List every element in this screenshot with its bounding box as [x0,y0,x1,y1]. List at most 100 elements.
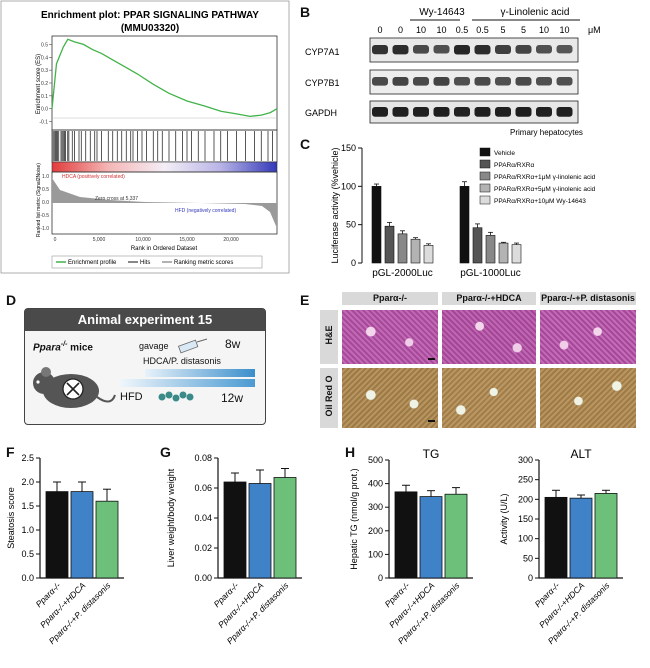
histology-row-label-he-bg: H&E [320,310,338,364]
histology-col-label-2: Pparα-/-+HDCA [442,292,536,305]
gsea-title-line1: Enrichment plot: PPAR SIGNALING PATHWAY [41,10,259,21]
es-tick-label: 0.0 [41,107,48,113]
blot-band [474,77,491,86]
luciferase-bar [459,186,470,264]
scale-bar-he [428,358,435,360]
luciferase-bar [423,245,434,264]
blot-band [556,77,573,86]
blot-band [413,107,429,117]
he-image-2 [442,310,536,364]
lane-concentration-label: 10 [559,25,569,35]
legend-ranking-metric: Ranking metric scores [174,260,233,266]
lane-concentration-label: 10 [436,25,446,35]
G-bar [273,477,297,579]
blot-band [392,77,409,86]
y-tick-label: 0.0 [21,573,34,583]
he-image-1 [342,310,438,364]
H2-bar [544,496,568,579]
es-tick-label: 0.1 [41,94,48,100]
rank-tick-label: -0.5 [40,213,49,219]
legend-entry: Vehicle [494,150,515,157]
H2-ylabel: Activity (U/L) [499,493,509,544]
legend-entry: PPARα/RXRα+10μM Wy-14643 [494,198,586,205]
H2-bar [594,493,618,579]
panel-label-f: F [6,444,15,460]
blot-band [433,107,450,117]
histology-panel: Pparα-/- Pparα-/-+HDCA Pparα-/-+P. dista… [318,292,646,432]
negative-correlation-label: HFD (negatively correlated) [175,208,236,214]
treatment-timeline-bar [145,369,255,377]
y-tick-label: 2.5 [21,453,34,463]
blot-band [556,107,573,117]
week-12-label: 12w [221,391,244,405]
band-label-cyp7a1: CYP7A1 [305,47,340,57]
H1-ylabel: Hepatic TG (nmol/g prot.) [349,468,359,569]
blot-band [413,45,429,54]
y-tick-label: 300 [368,502,383,512]
H1-bar [394,491,418,579]
legend-enrichment-profile: Enrichment profile [68,260,117,266]
blot-band [515,77,532,86]
y-tick-label: 150 [341,143,356,153]
band-label-gapdh: GAPDH [305,108,337,118]
H1-bar [419,496,443,579]
blot-band [454,107,470,117]
y-tick-label: 0.5 [21,549,34,559]
blot-band [454,45,470,55]
scale-bar-oro [428,420,435,422]
gla-group-label: γ-Linolenic acid [501,7,570,18]
es-tick-label: 0.2 [41,81,48,87]
positive-correlation-label: HDCA (positively correlated) [62,174,125,180]
luciferase-bar [472,227,483,264]
F-bar [95,500,119,579]
gsea-legend [51,255,263,269]
y-tick-label: 300 [518,455,533,465]
es-tick-label: 0.5 [41,42,48,48]
rank-tick-label: 0.0 [42,200,49,206]
gsea-xlabel: Rank in Ordered Dataset [131,246,198,252]
histology-row-label-oro: Oil Red O [324,375,334,417]
legend-entry: PPARα/RXRα+5μM γ-linolenic acid [494,186,596,193]
hfd-label: HFD [120,391,143,403]
oil-red-o-image-1 [342,368,438,428]
G-bar [248,483,272,579]
G-bar [223,481,247,579]
luciferase-bar [410,238,421,264]
zero-cross-label: Zero cross at 5,337 [95,196,138,202]
luciferase-category-label: pGL-1000Luc [460,268,521,279]
y-tick-label: 50 [523,553,533,563]
rank-tick-label: -1.0 [40,226,49,232]
legend-hits: Hits [140,260,150,266]
luciferase-bar [397,233,408,264]
rank-tick-label: 0.5 [42,187,49,193]
treatment-label: HDCA/P. distasonis [143,356,221,366]
F-ylabel: Steatosis score [6,487,16,549]
y-tick-label: 0 [351,258,356,268]
y-tick-label: 400 [368,479,383,489]
pellets-icon [158,391,194,402]
blot-band [474,45,491,55]
legend-entry: PPARα/RXRα [494,162,535,169]
luciferase-category-label: pGL-2000Luc [372,268,433,279]
blot-band [392,107,409,117]
hfd-timeline-bar [120,379,255,387]
histology-row-label-oro-bg: Oil Red O [320,368,338,428]
gsea-title-line2: (MMU03320) [121,23,179,34]
es-ylabel: Enrichment score (ES) [36,54,42,114]
F-bar [70,491,94,579]
rank-tick-label: 1.0 [42,174,49,180]
enrichment-profile-curve [51,38,278,118]
blot-band [372,45,388,55]
lane-concentration-label: 0.5 [456,25,469,35]
blot-band [372,107,388,117]
blot-caption: Primary hepatocytes [510,128,583,137]
syringe-icon [178,338,208,354]
H1-bar [444,493,468,579]
blot-band [392,45,409,55]
blot-band [433,77,450,86]
blot-strip-gapdh [369,100,579,124]
y-tick-label: 200 [518,494,533,504]
rank-ylabel: Ranked list metric (Signal2Noise) [36,163,42,237]
rank-colorbar [51,161,278,173]
